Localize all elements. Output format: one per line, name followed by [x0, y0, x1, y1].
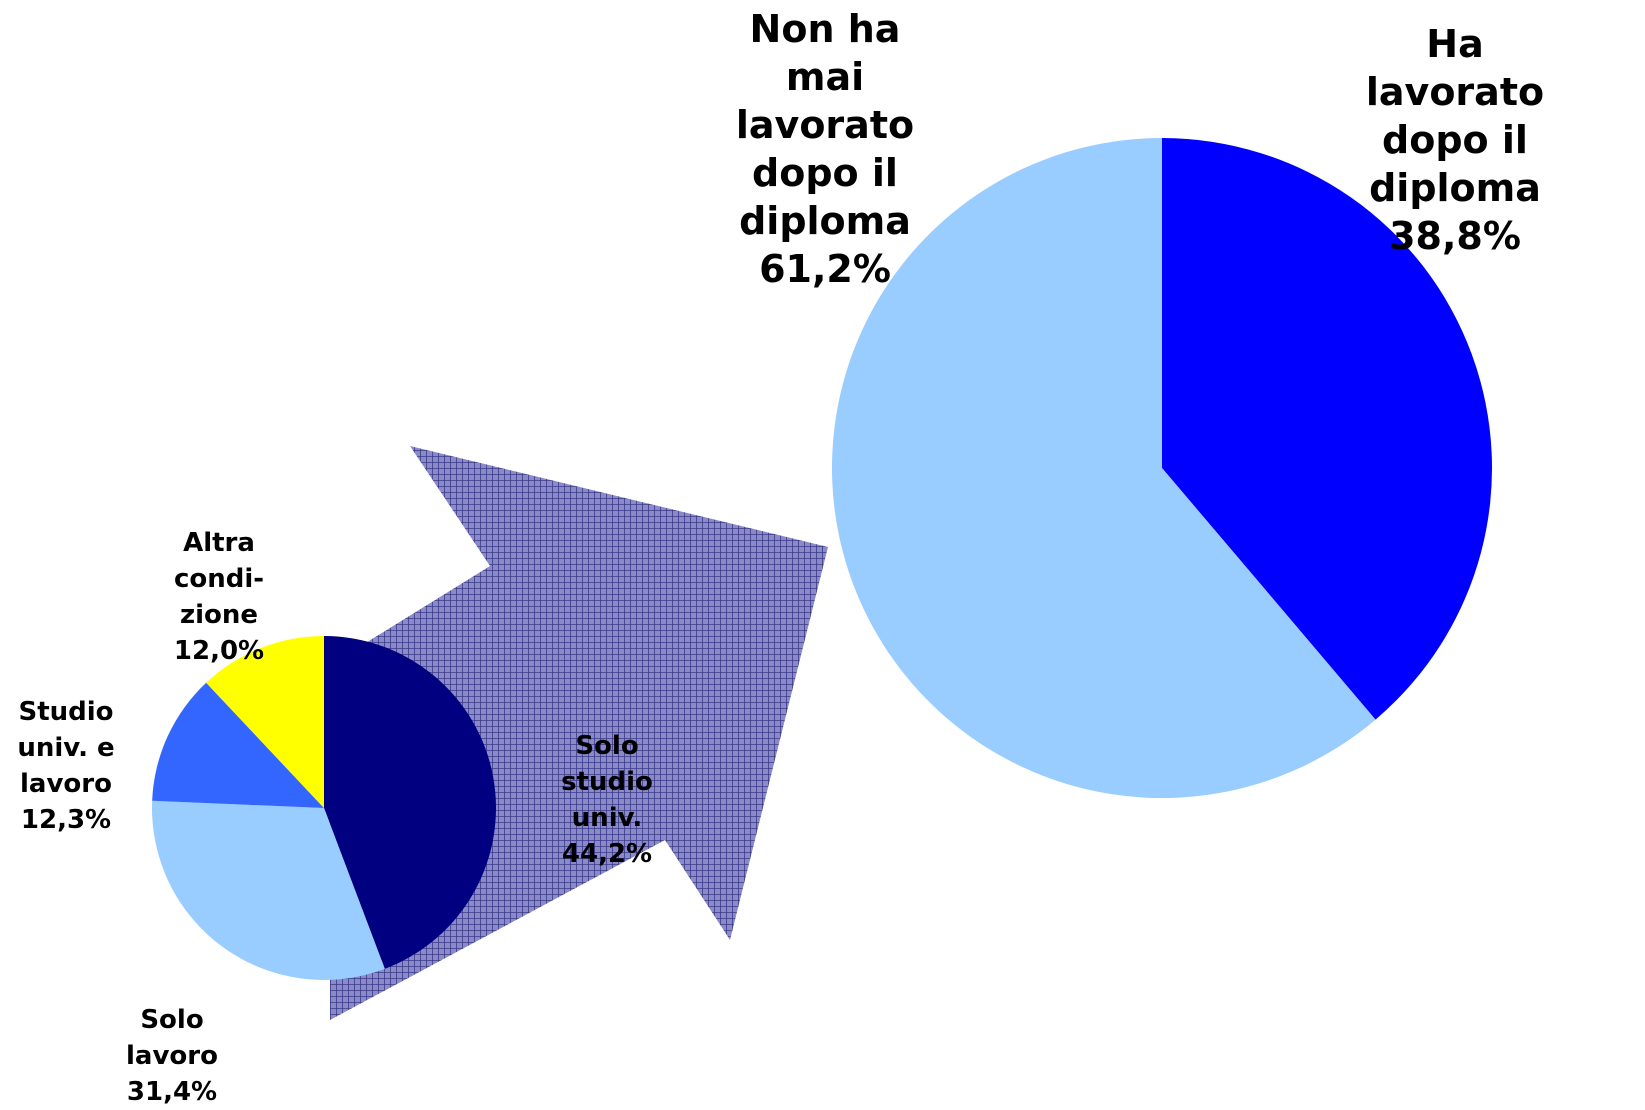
- label-altra-condizione: Altra condi- zione 12,0%: [173, 528, 265, 666]
- slice-altra-condizione: [206, 636, 324, 808]
- slice-ha-lavorato: [1162, 138, 1492, 720]
- pie-big: [831, 138, 1492, 798]
- slice-solo-studio-univ: [324, 636, 497, 969]
- label-ha-lavorato: Ha lavorato dopo il diploma 38,8%: [1365, 22, 1545, 258]
- label-solo-studio-univ: Solo studio univ. 44,2%: [561, 731, 653, 869]
- label-studio-univ-e-lavoro: Studio univ. e lavoro 12,3%: [17, 697, 115, 835]
- label-non-ha-mai-lavorato: Non ha mai lavorato dopo il diploma 61,2…: [735, 7, 915, 291]
- slice-solo-lavoro: [152, 800, 385, 980]
- slice-non-ha-mai-lavorato: [831, 138, 1376, 798]
- label-solo-lavoro: Solo lavoro 31,4%: [126, 1005, 218, 1107]
- slice-studio-univ-e-lavoro: [152, 682, 324, 808]
- pie-small: [152, 636, 497, 980]
